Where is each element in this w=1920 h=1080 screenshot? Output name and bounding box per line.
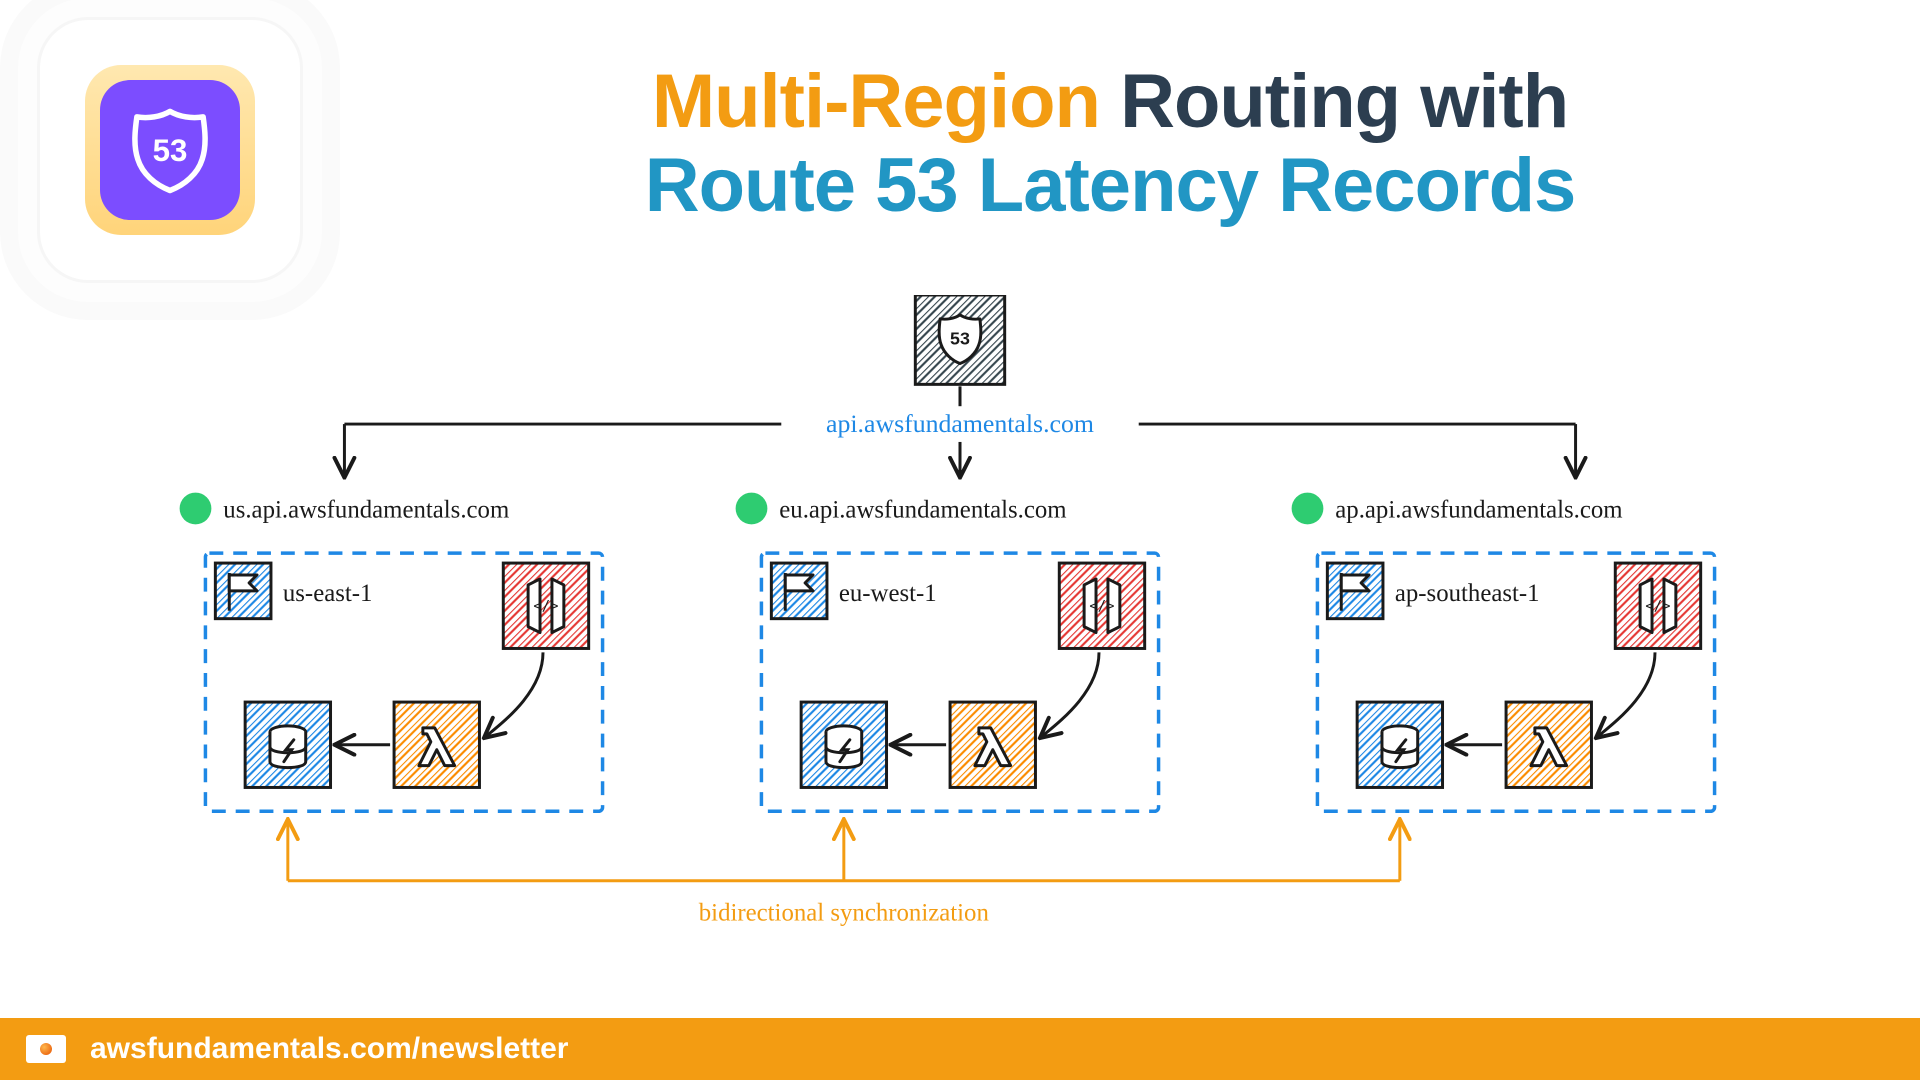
page-title: Multi-Region Routing with Route 53 Laten… bbox=[380, 60, 1840, 227]
region-us: us.api.awsfundamentals.com us-east-1 bbox=[180, 493, 603, 812]
endpoint-ap-label: ap.api.awsfundamentals.com bbox=[1335, 496, 1622, 523]
route53-root-icon bbox=[915, 295, 1004, 384]
health-dot-icon bbox=[180, 493, 212, 525]
sync-label: bidirectional synchronization bbox=[699, 900, 990, 927]
newsletter-icon bbox=[26, 1035, 66, 1063]
health-dot-icon bbox=[736, 493, 768, 525]
region-eu: eu.api.awsfundamentals.com eu-west-1 bbox=[736, 493, 1159, 812]
footer-bar: awsfundamentals.com/newsletter bbox=[0, 1018, 1920, 1080]
footer-url: awsfundamentals.com/newsletter bbox=[90, 1032, 568, 1066]
shield-53-icon: 53 bbox=[124, 104, 216, 196]
svg-text:53: 53 bbox=[153, 133, 188, 168]
logo-inner: 53 bbox=[100, 80, 240, 220]
health-dot-icon bbox=[1292, 493, 1324, 525]
region-ap: ap.api.awsfundamentals.com ap-southeast-… bbox=[1292, 493, 1715, 812]
title-part3: Route 53 Latency Records bbox=[645, 143, 1576, 228]
route53-logo-badge: 53 bbox=[40, 20, 300, 280]
region-eu-name: eu-west-1 bbox=[839, 580, 937, 607]
region-ap-name: ap-southeast-1 bbox=[1395, 580, 1540, 607]
api-domain-label: api.awsfundamentals.com bbox=[826, 409, 1094, 438]
region-us-name: us-east-1 bbox=[283, 580, 373, 607]
endpoint-us-label: us.api.awsfundamentals.com bbox=[223, 496, 509, 523]
title-part1: Multi-Region bbox=[652, 59, 1100, 144]
logo-mid: 53 bbox=[85, 65, 255, 235]
endpoint-eu-label: eu.api.awsfundamentals.com bbox=[779, 496, 1066, 523]
title-part2: Routing with bbox=[1120, 59, 1568, 144]
architecture-diagram: 53 </> bbox=[160, 295, 1760, 990]
